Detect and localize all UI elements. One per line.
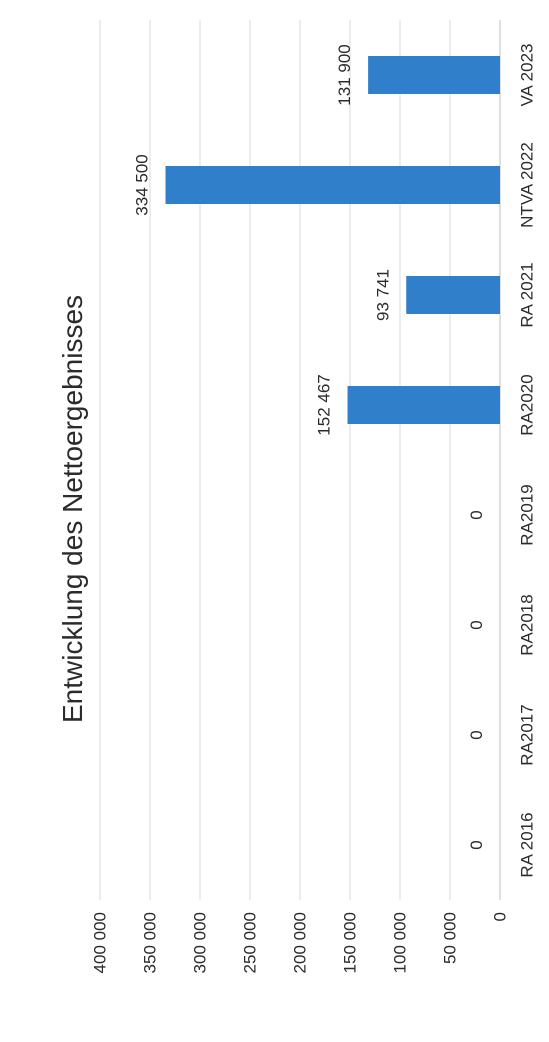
category-tick-label: RA2019 bbox=[518, 484, 537, 545]
category-tick-label: NTVA 2022 bbox=[518, 142, 537, 228]
bar bbox=[347, 386, 500, 424]
category-axis-tick-labels: RA 2016 RA2017 RA2018 RA2019 RA2020 RA 2021 NT… bbox=[518, 43, 537, 877]
data-label: 0 bbox=[467, 730, 486, 739]
value-tick-label: 300 000 bbox=[191, 912, 210, 973]
value-tick-label: 150 000 bbox=[341, 912, 360, 973]
chart-title: Entwicklung des Nettoergebnisses bbox=[57, 295, 88, 723]
data-labels: 0 0 0 0 152 467 93 741 334 500 131 900 bbox=[133, 44, 487, 849]
value-tick-label: 0 bbox=[491, 912, 510, 921]
bar bbox=[165, 166, 500, 204]
category-tick-label: RA 2021 bbox=[518, 262, 537, 327]
value-tick-label: 400 000 bbox=[91, 912, 110, 973]
bars bbox=[165, 56, 500, 424]
bar bbox=[406, 276, 500, 314]
value-tick-label: 50 000 bbox=[441, 912, 460, 964]
category-tick-label: RA 2016 bbox=[518, 812, 537, 877]
data-label: 0 bbox=[467, 510, 486, 519]
data-label: 0 bbox=[467, 840, 486, 849]
category-tick-label: RA2018 bbox=[518, 594, 537, 655]
value-tick-label: 100 000 bbox=[391, 912, 410, 973]
value-tick-label: 200 000 bbox=[291, 912, 310, 973]
data-label: 334 500 bbox=[133, 154, 152, 215]
bar bbox=[368, 56, 500, 94]
value-axis-tick-labels: 0 50 000 100 000 150 000 200 000 250 000 300 0… bbox=[91, 912, 510, 973]
data-label: 0 bbox=[467, 620, 486, 629]
value-tick-label: 250 000 bbox=[241, 912, 260, 973]
category-tick-label: RA2017 bbox=[518, 704, 537, 765]
data-label: 152 467 bbox=[315, 374, 334, 435]
category-tick-label: RA2020 bbox=[518, 374, 537, 435]
data-label: 131 900 bbox=[335, 44, 354, 105]
value-tick-label: 350 000 bbox=[141, 912, 160, 973]
category-tick-label: VA 2023 bbox=[518, 43, 537, 106]
data-label: 93 741 bbox=[373, 269, 392, 321]
